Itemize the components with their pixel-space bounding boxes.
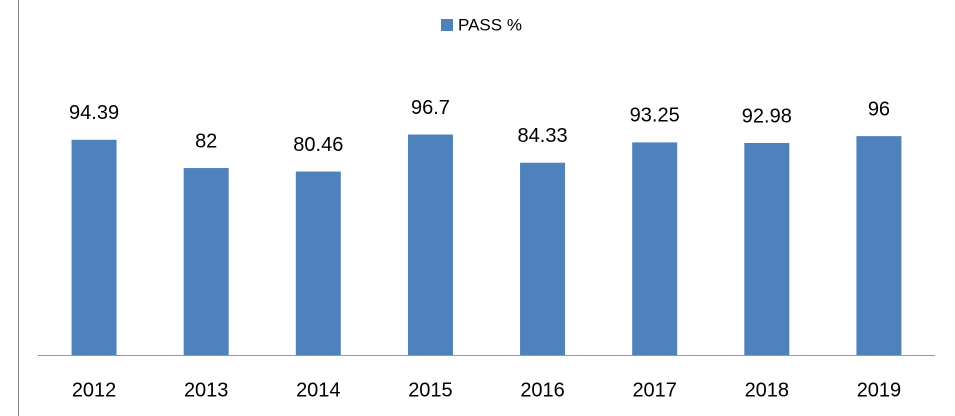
x-tick-label: 2014 <box>296 379 341 401</box>
data-label: 80.46 <box>293 134 343 156</box>
bar <box>71 139 117 355</box>
x-tick-label: 2012 <box>72 379 117 401</box>
x-tick-label: 2016 <box>520 379 565 401</box>
x-tick-label: 2015 <box>408 379 453 401</box>
bar <box>407 134 453 355</box>
bar <box>632 142 678 355</box>
bar <box>856 136 902 355</box>
bar <box>183 168 229 355</box>
bar <box>295 171 341 355</box>
x-tick-label: 2018 <box>745 379 790 401</box>
data-label: 96 <box>868 98 890 120</box>
x-tick-label: 2019 <box>857 379 902 401</box>
data-label: 92.98 <box>742 105 792 127</box>
data-label: 96.7 <box>411 97 450 119</box>
data-label: 84.33 <box>518 125 568 147</box>
bar <box>520 162 566 355</box>
data-label: 82 <box>195 130 217 152</box>
bar <box>744 143 790 355</box>
legend-swatch <box>441 19 453 31</box>
legend-label: PASS % <box>458 15 522 34</box>
data-label: 93.25 <box>630 105 680 127</box>
x-tick-label: 2017 <box>632 379 677 401</box>
x-tick-label: 2013 <box>184 379 229 401</box>
data-label: 94.39 <box>69 102 119 124</box>
